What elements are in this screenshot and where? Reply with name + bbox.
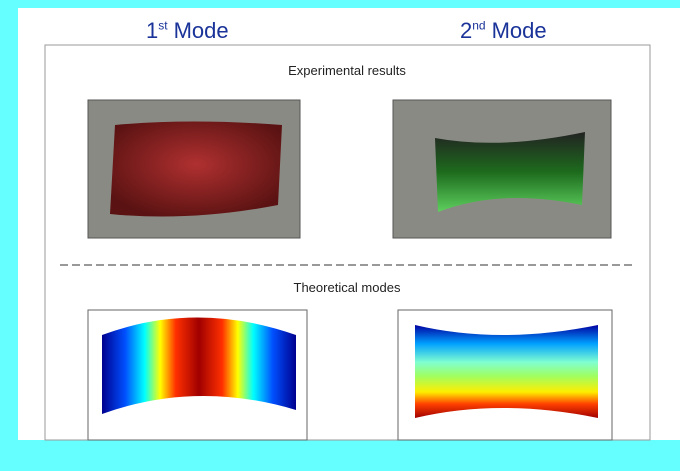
page: 1stMode 2ndMode Experimental results The… bbox=[0, 0, 680, 471]
figure: Experimental results Theoretical modes bbox=[0, 0, 680, 471]
section-title: Theoretical modes bbox=[294, 280, 401, 295]
surface bbox=[110, 122, 282, 217]
surface bbox=[415, 325, 598, 418]
section-title: Experimental results bbox=[288, 63, 406, 78]
